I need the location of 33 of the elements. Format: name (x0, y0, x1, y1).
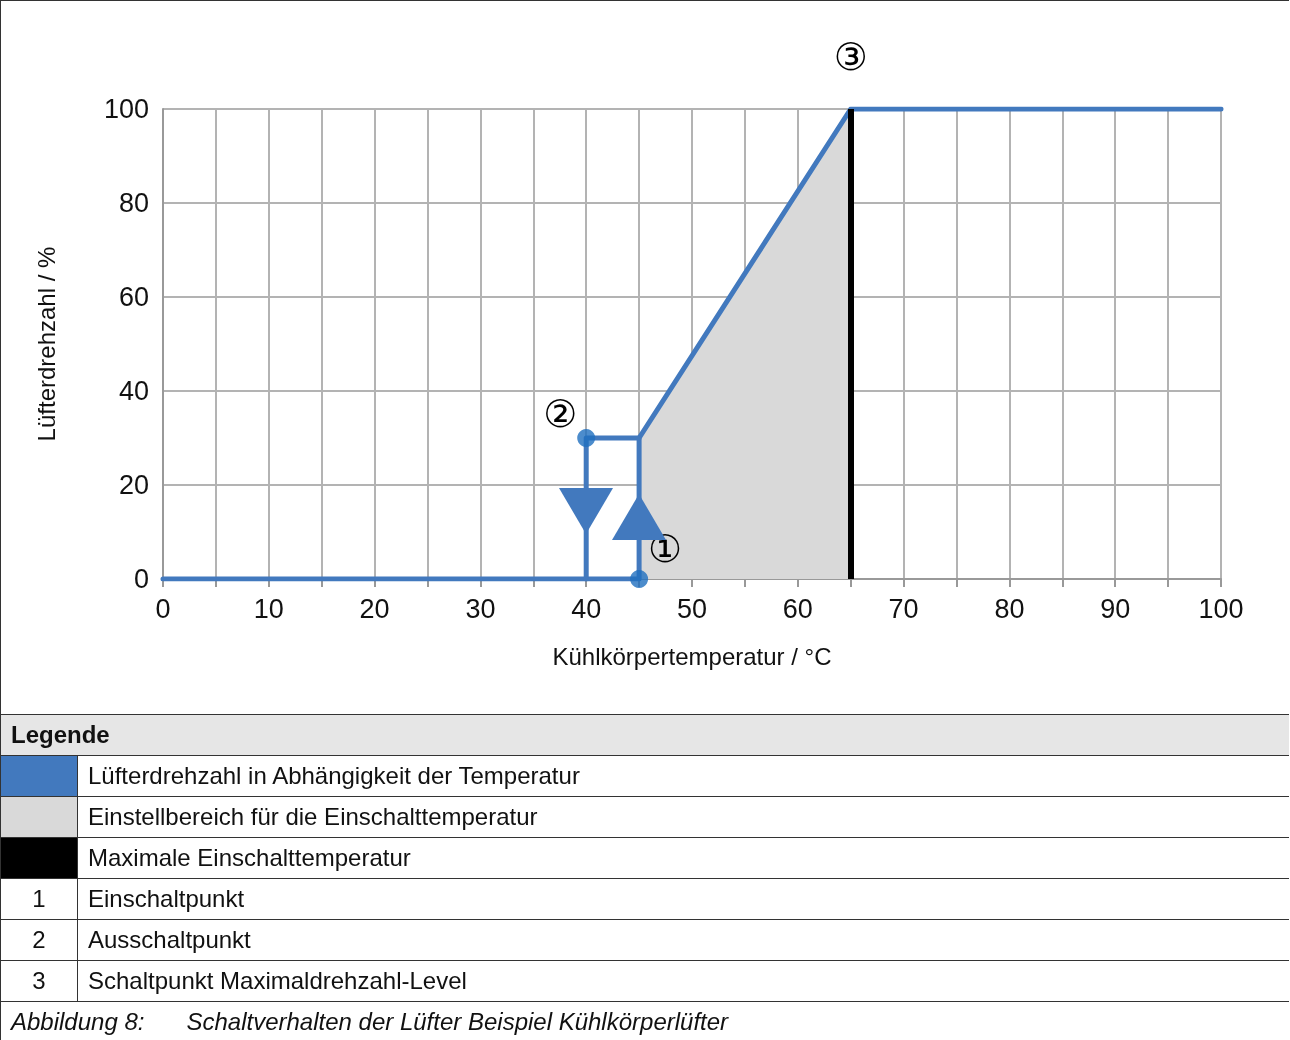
text: Abbildung 8: (11, 1008, 145, 1035)
x-tick-label: 20 (359, 593, 390, 624)
text: Schaltpunkt Maximaldrehzahl-Level (77, 960, 1289, 1002)
legend-label: Maximale Einschalttemperatur (77, 837, 1289, 879)
text: 1 (1, 878, 78, 920)
x-tick-label: 70 (888, 593, 919, 624)
y-axis-title: Lüfterdrehzahl / % (32, 246, 60, 442)
legend-label: Einstellbereich für die Einschalttemperatur (77, 796, 1289, 838)
text: Ausschaltpunkt (77, 919, 1289, 961)
x-tick-label: 80 (994, 593, 1025, 624)
x-axis-title: Kühlkörpertemperatur / °C (552, 642, 832, 670)
text: Legende (1, 714, 1289, 756)
x-tick-label: 100 (1198, 593, 1244, 624)
y-tick-label: 60 (118, 282, 149, 312)
x-tick-label: 30 (465, 593, 496, 624)
x-tick-label: 50 (676, 593, 708, 624)
text: 3 (1, 960, 78, 1002)
y-tick-label: 40 (118, 376, 149, 406)
text: 2 (1, 919, 78, 961)
x-tick-label: 90 (1100, 593, 1131, 624)
text: Einschaltpunkt (77, 878, 1289, 920)
annotation: ③ (833, 35, 868, 79)
text: Schaltverhalten der Lüfter Beispiel Kühlkörperlüfter (186, 1008, 729, 1035)
annotation: ② (543, 392, 578, 436)
x-tick-label: 0 (155, 593, 171, 624)
x-tick-label: 10 (253, 593, 284, 624)
y-tick-label: 100 (103, 94, 149, 124)
legend-label: Lüfterdrehzahl in Abhängigkeit der Temperatur (77, 755, 1289, 797)
y-tick-label: 80 (118, 188, 149, 218)
x-tick-label: 40 (571, 593, 602, 624)
y-tick-label: 0 (133, 564, 149, 594)
x-tick-label: 60 (782, 593, 813, 624)
y-tick-label: 20 (118, 470, 149, 500)
